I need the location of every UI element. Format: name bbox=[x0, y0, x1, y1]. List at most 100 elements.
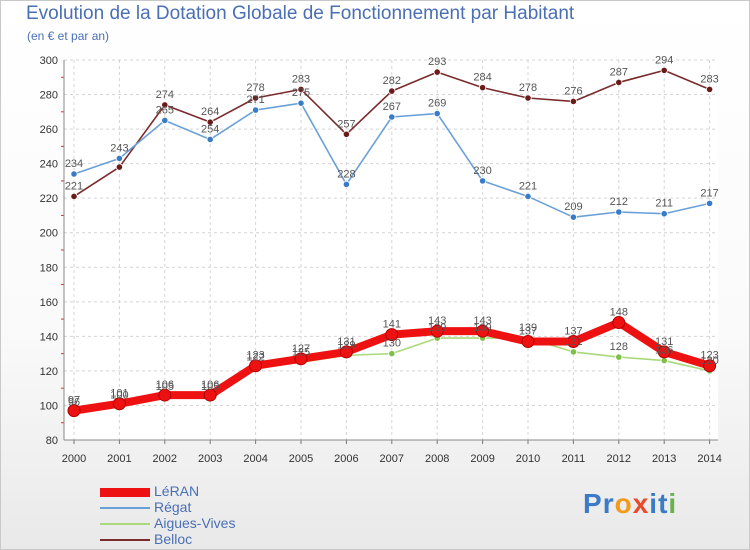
data-point bbox=[70, 170, 78, 178]
x-tick-label: 2014 bbox=[697, 453, 721, 465]
data-label: 211 bbox=[655, 198, 673, 210]
y-tick-label: 140 bbox=[40, 331, 58, 343]
data-label: 283 bbox=[700, 73, 718, 85]
data-label: 106 bbox=[201, 379, 219, 391]
data-label: 257 bbox=[337, 118, 355, 130]
data-label: 127 bbox=[292, 343, 310, 355]
legend-label-aigues-vives: Aigues-Vives bbox=[154, 515, 236, 531]
logo-letter: i bbox=[649, 488, 659, 519]
legend-swatch-leran bbox=[100, 488, 150, 497]
y-tick-label: 280 bbox=[40, 90, 58, 102]
data-point bbox=[388, 87, 396, 95]
data-label: 278 bbox=[519, 82, 537, 94]
data-label: 282 bbox=[383, 75, 401, 87]
data-point bbox=[703, 359, 717, 373]
data-label: 96 bbox=[68, 396, 80, 408]
data-label: 141 bbox=[383, 319, 401, 331]
x-tick-label: 2007 bbox=[380, 453, 404, 465]
data-point bbox=[342, 130, 350, 138]
data-label: 131 bbox=[337, 336, 355, 348]
data-point bbox=[339, 345, 353, 359]
legend-swatch-aigues-vives bbox=[100, 523, 150, 525]
data-label: 139 bbox=[473, 322, 491, 334]
data-point bbox=[657, 345, 671, 359]
data-point bbox=[615, 353, 623, 361]
data-label: 274 bbox=[156, 89, 174, 101]
x-tick-label: 2003 bbox=[198, 453, 222, 465]
data-label: 128 bbox=[610, 341, 628, 353]
data-label: 126 bbox=[655, 345, 673, 357]
data-label: 217 bbox=[700, 187, 718, 199]
data-label: 269 bbox=[428, 98, 446, 110]
data-point bbox=[388, 113, 396, 121]
y-tick-label: 300 bbox=[40, 55, 58, 67]
data-point bbox=[569, 97, 578, 106]
data-label: 137 bbox=[564, 326, 582, 338]
data-point bbox=[569, 348, 578, 356]
logo-letter: r bbox=[602, 488, 615, 519]
data-point bbox=[433, 68, 441, 76]
data-point bbox=[70, 192, 78, 201]
data-point bbox=[433, 109, 441, 118]
data-point bbox=[476, 324, 490, 338]
data-point bbox=[521, 335, 535, 349]
data-label: 267 bbox=[383, 101, 401, 113]
legend-swatch-belloc bbox=[100, 539, 150, 541]
chart-title: Evolution de la Dotation Globale de Fonc… bbox=[26, 3, 575, 24]
data-label: 143 bbox=[473, 315, 491, 327]
data-label: 125 bbox=[292, 346, 310, 358]
legend-label-regat: Régat bbox=[154, 499, 192, 515]
data-point bbox=[294, 352, 308, 366]
y-tick-label: 200 bbox=[40, 228, 58, 240]
data-label: 276 bbox=[564, 85, 582, 97]
data-point bbox=[249, 359, 263, 373]
x-tick-label: 2004 bbox=[243, 453, 267, 465]
data-label: 129 bbox=[337, 339, 355, 351]
data-point bbox=[524, 192, 532, 201]
x-tick-label: 2010 bbox=[516, 453, 540, 465]
y-tick-label: 160 bbox=[40, 297, 58, 309]
data-label: 254 bbox=[201, 123, 219, 135]
data-point bbox=[569, 213, 578, 221]
data-label: 143 bbox=[428, 315, 446, 327]
y-tick-label: 240 bbox=[40, 159, 58, 171]
data-label: 101 bbox=[110, 388, 128, 400]
data-point bbox=[524, 94, 532, 102]
data-label: 221 bbox=[65, 180, 83, 192]
chart-subtitle: (en € et par an) bbox=[27, 29, 110, 43]
data-label: 287 bbox=[610, 66, 628, 78]
data-point bbox=[252, 106, 260, 114]
data-label: 123 bbox=[700, 350, 718, 362]
data-label: 130 bbox=[383, 338, 401, 350]
legend-swatch-regat bbox=[100, 507, 150, 509]
logo-letter: t bbox=[658, 488, 669, 519]
data-point bbox=[342, 180, 350, 188]
x-tick-label: 2013 bbox=[652, 453, 676, 465]
y-tick-label: 100 bbox=[40, 400, 58, 412]
data-point bbox=[705, 199, 714, 207]
data-point bbox=[478, 177, 487, 185]
x-tick-label: 2008 bbox=[425, 453, 449, 465]
data-label: 120 bbox=[700, 355, 718, 367]
data-label: 131 bbox=[655, 336, 673, 348]
x-tick-label: 2002 bbox=[153, 453, 177, 465]
data-point bbox=[388, 350, 396, 358]
data-point bbox=[430, 324, 444, 338]
data-point bbox=[206, 135, 214, 144]
data-point bbox=[615, 78, 623, 87]
x-tick-label: 2012 bbox=[607, 453, 631, 465]
logo-letter: o bbox=[614, 488, 633, 519]
logo-letter: P bbox=[583, 488, 603, 519]
data-point bbox=[660, 66, 668, 74]
data-label: 221 bbox=[519, 180, 537, 192]
x-tick-label: 2006 bbox=[334, 453, 358, 465]
data-point bbox=[158, 388, 172, 402]
data-point bbox=[67, 404, 81, 418]
data-label: 131 bbox=[564, 336, 582, 348]
y-tick-label: 120 bbox=[40, 366, 58, 378]
data-point bbox=[478, 84, 487, 92]
data-label: 283 bbox=[292, 73, 310, 85]
data-point bbox=[615, 208, 623, 216]
data-label: 275 bbox=[292, 87, 310, 99]
y-tick-label: 260 bbox=[40, 124, 58, 136]
